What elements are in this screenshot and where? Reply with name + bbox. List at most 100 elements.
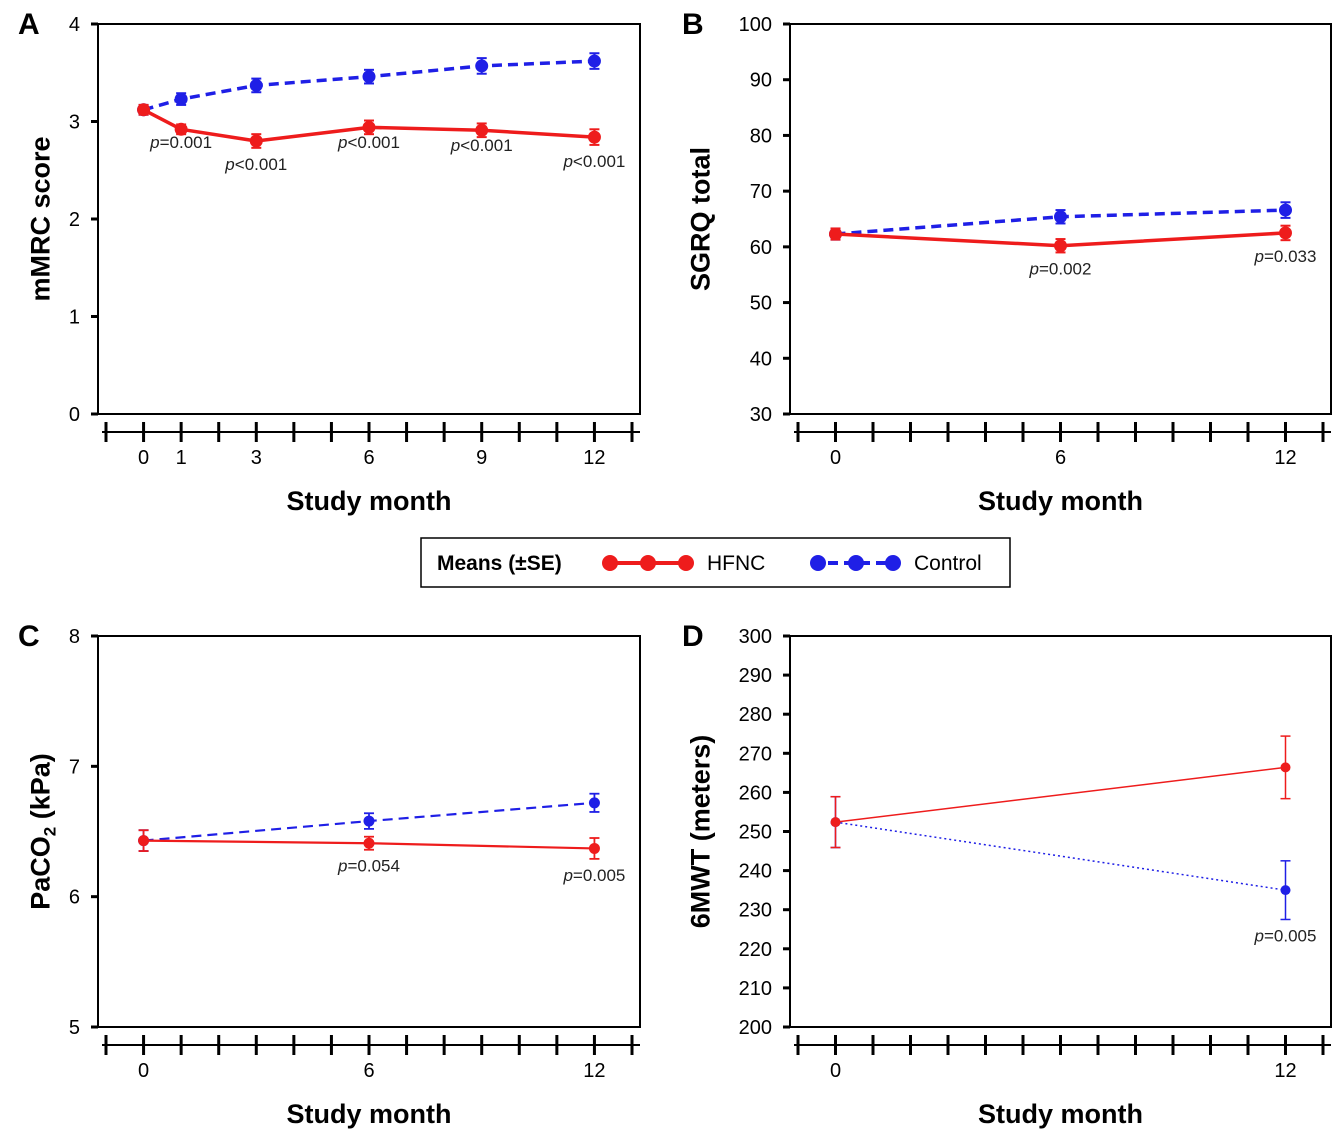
panel-letter: C: [18, 620, 40, 653]
legend-hfnc-key: [602, 555, 694, 571]
y-tick-label: 60: [750, 237, 772, 259]
legend-hfnc-marker: [640, 555, 656, 571]
p-value-annotation: p<0.001: [562, 152, 625, 171]
y-tick-label: 2: [69, 209, 80, 231]
x-tick-label: 0: [830, 447, 841, 469]
y-tick-label: 1: [69, 307, 80, 329]
hfnc-data-point: [830, 817, 841, 828]
x-tick-label: 6: [1055, 447, 1066, 469]
p-value-symbol: p: [562, 152, 572, 171]
y-tick-label: 7: [69, 756, 80, 778]
p-value-number: =0.005: [573, 866, 625, 885]
x-axis-title: Study month: [287, 486, 452, 516]
p-value-number: =0.001: [160, 133, 212, 152]
y-tick-label: 70: [750, 181, 772, 203]
x-tick-label: 0: [830, 1060, 841, 1082]
legend: Means (±SE) HFNC Control: [420, 537, 1011, 588]
hfnc-data-point: [137, 103, 151, 117]
y-tick-label: 3: [69, 112, 80, 134]
legend-control-label: Control: [914, 552, 982, 575]
y-tick-label: 50: [750, 293, 772, 315]
hfnc-data-point: [588, 842, 600, 854]
x-tick-label: 6: [363, 1060, 374, 1082]
p-value-annotation: p<0.001: [450, 136, 513, 155]
control-data-point: [1279, 203, 1292, 217]
control-data-point: [363, 815, 375, 827]
y-tick-label: 8: [69, 626, 80, 648]
p-value-annotation: p<0.001: [337, 133, 400, 152]
p-value-annotation: p=0.001: [149, 133, 212, 152]
y-tick-label: 40: [750, 348, 772, 370]
x-tick-label: 12: [1274, 447, 1296, 469]
control-data-point: [1280, 885, 1291, 896]
x-tick-label: 12: [583, 447, 605, 469]
p-value-annotation: p=0.005: [562, 866, 625, 885]
panel-letter: A: [18, 8, 40, 41]
y-tick-label: 5: [69, 1017, 80, 1039]
hfnc-data-point: [1279, 226, 1292, 240]
p-value-symbol: p: [1254, 926, 1264, 945]
y-tick-label: 220: [739, 939, 772, 961]
y-tick-label: 4: [69, 14, 80, 36]
p-value-symbol: p: [1029, 259, 1039, 278]
panel-letter: D: [682, 620, 704, 653]
x-tick-label: 12: [1274, 1060, 1296, 1082]
hfnc-data-point: [1054, 239, 1067, 253]
y-tick-label: 90: [750, 70, 772, 92]
control-data-point: [1054, 210, 1067, 224]
x-tick-label: 9: [476, 447, 487, 469]
plot-frame: [789, 635, 1332, 1028]
y-tick-label: 280: [739, 704, 772, 726]
control-series-line: [143, 59, 595, 112]
p-value-annotation: p=0.054: [337, 857, 400, 876]
x-tick-label: 0: [138, 1060, 149, 1082]
hfnc-data-point: [1280, 762, 1291, 773]
p-value-number: =0.002: [1039, 259, 1091, 278]
p-value-number: =0.033: [1264, 247, 1316, 266]
p-value-symbol: p: [149, 133, 159, 152]
hfnc-data-point: [475, 123, 489, 137]
y-tick-label: 300: [739, 626, 772, 648]
x-tick-label: 0: [138, 447, 149, 469]
control-data-point: [588, 797, 600, 809]
panel-b: B 30 40 50 60 70 80 90 100 0 6 12 Study month SGRQ to…: [682, 8, 1332, 516]
y-tick-label: 210: [739, 978, 772, 1000]
p-value-symbol: p: [1254, 247, 1264, 266]
p-value-symbol: p: [337, 133, 347, 152]
x-axis-title: Study month: [978, 486, 1143, 516]
y-tick-label: 6: [69, 887, 80, 909]
x-axis-title: Study month: [978, 1099, 1143, 1129]
p-value-number: =0.054: [347, 857, 399, 876]
panel-letter: B: [682, 8, 704, 41]
hfnc-series-line: [835, 766, 1286, 823]
p-value-symbol: p: [450, 136, 460, 155]
p-value-symbol: p: [337, 857, 347, 876]
legend-title: Means (±SE): [437, 552, 562, 575]
x-tick-label: 1: [176, 447, 187, 469]
y-axis-title: 6MWT (meters): [685, 735, 715, 929]
y-axis-title-tail: (kPa): [25, 753, 55, 827]
y-tick-label: 260: [739, 782, 772, 804]
hfnc-data-point: [138, 835, 150, 847]
hfnc-data-point: [829, 227, 842, 241]
p-value-annotation: p=0.005: [1254, 926, 1317, 945]
p-value-annotation: p<0.001: [224, 155, 287, 174]
control-data-point: [475, 59, 489, 73]
legend-control-marker: [885, 555, 901, 571]
x-axis-title: Study month: [287, 1099, 452, 1129]
p-value-symbol: p: [224, 155, 234, 174]
hfnc-series-line: [142, 108, 595, 143]
p-value-number: <0.001: [573, 152, 625, 171]
p-value-number: <0.001: [235, 155, 287, 174]
legend-control-marker: [848, 555, 864, 571]
y-axis-title-subscript: 2: [40, 827, 59, 836]
control-data-point: [249, 78, 263, 92]
y-tick-label: 250: [739, 822, 772, 844]
legend-control-marker: [810, 555, 826, 571]
hfnc-data-point: [174, 122, 188, 136]
legend-hfnc-marker: [602, 555, 618, 571]
y-tick-label: 200: [739, 1017, 772, 1039]
hfnc-data-point: [362, 120, 376, 134]
